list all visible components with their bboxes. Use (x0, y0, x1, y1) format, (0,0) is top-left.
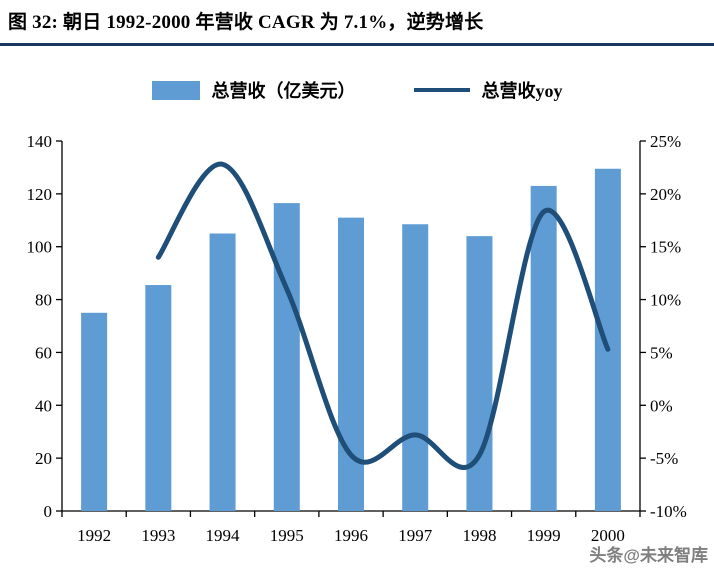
right-axis-label: -5% (650, 449, 678, 468)
revenue-bar (530, 185, 557, 511)
x-axis-label: 1994 (206, 526, 241, 545)
figure-title: 图 32: 朝日 1992-2000 年营收 CAGR 为 7.1%，逆势增长 (8, 12, 484, 33)
x-axis-label: 2000 (591, 526, 625, 545)
x-axis-label: 1992 (77, 526, 111, 545)
watermark: 头条@未来智库 (589, 546, 708, 565)
legend-bar-swatch (151, 80, 200, 100)
right-axis-label: 5% (650, 343, 673, 362)
x-axis-label: 1997 (398, 526, 433, 545)
legend-line-swatch (413, 88, 470, 92)
x-axis-label: 1999 (527, 526, 561, 545)
right-axis-label: 15% (650, 238, 681, 257)
legend-item-revenue: 总营收（亿美元） (151, 77, 356, 103)
x-axis-label: 1993 (141, 526, 175, 545)
right-axis-label: -10% (650, 502, 687, 521)
revenue-bar (402, 224, 429, 511)
revenue-bar (273, 203, 300, 511)
left-axis-label: 140 (27, 132, 53, 151)
x-axis-label: 1998 (462, 526, 496, 545)
right-axis-label: 25% (650, 132, 681, 151)
chart-legend: 总营收（亿美元） 总营收yoy (0, 78, 714, 102)
right-axis-label: 10% (650, 291, 681, 310)
left-axis-label: 40 (35, 396, 52, 415)
revenue-cagr-chart: 0 -10% 20 -5% 40 0% 60 5% 80 10% 100 15% 120 20% 140 25… (27, 132, 687, 545)
right-axis-label: 20% (650, 185, 681, 204)
left-axis-label: 20 (35, 449, 52, 468)
left-axis-label: 100 (27, 238, 53, 257)
legend-item-yoy: 总营收yoy (413, 77, 563, 103)
left-axis-label: 80 (35, 291, 52, 310)
revenue-bar (594, 168, 621, 511)
right-axis-label: 0% (650, 396, 673, 415)
left-axis-label: 60 (35, 343, 52, 362)
revenue-bar (145, 285, 172, 511)
revenue-bar (209, 233, 236, 511)
x-axis-label: 1995 (270, 526, 304, 545)
legend-bar-label: 总营收（亿美元） (211, 81, 356, 101)
left-axis-label: 0 (44, 502, 53, 521)
revenue-bar (466, 236, 493, 511)
yoy-line (155, 161, 611, 470)
x-axis-label: 1996 (334, 526, 368, 545)
legend-line-label: 总营收yoy (481, 81, 563, 101)
revenue-bar (81, 312, 108, 511)
left-axis-label: 120 (27, 185, 53, 204)
figure-header: 图 32: 朝日 1992-2000 年营收 CAGR 为 7.1%，逆势增长 (0, 0, 714, 46)
revenue-bar (338, 217, 364, 511)
